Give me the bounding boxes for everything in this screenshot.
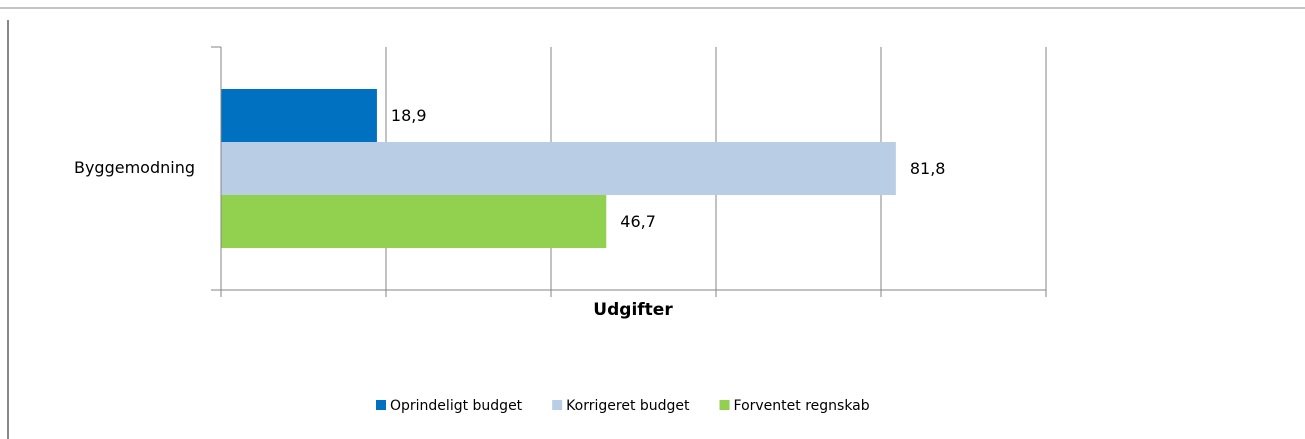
legend-label: Korrigeret budget (566, 398, 690, 414)
bar (221, 142, 896, 195)
data-label: 18,9 (391, 106, 427, 125)
legend-swatch (552, 400, 563, 410)
bar (221, 195, 607, 248)
legend-swatch (719, 400, 730, 410)
legend-label: Forventet regnskab (734, 398, 870, 414)
bar (221, 89, 377, 142)
legend-label: Oprindeligt budget (390, 398, 523, 414)
legend-swatch (376, 400, 386, 410)
y-tick-label: Byggemodning (74, 158, 195, 177)
x-axis-label: Udgifter (593, 300, 673, 320)
data-label: 81,8 (910, 159, 946, 178)
data-label: 46,7 (620, 212, 656, 231)
